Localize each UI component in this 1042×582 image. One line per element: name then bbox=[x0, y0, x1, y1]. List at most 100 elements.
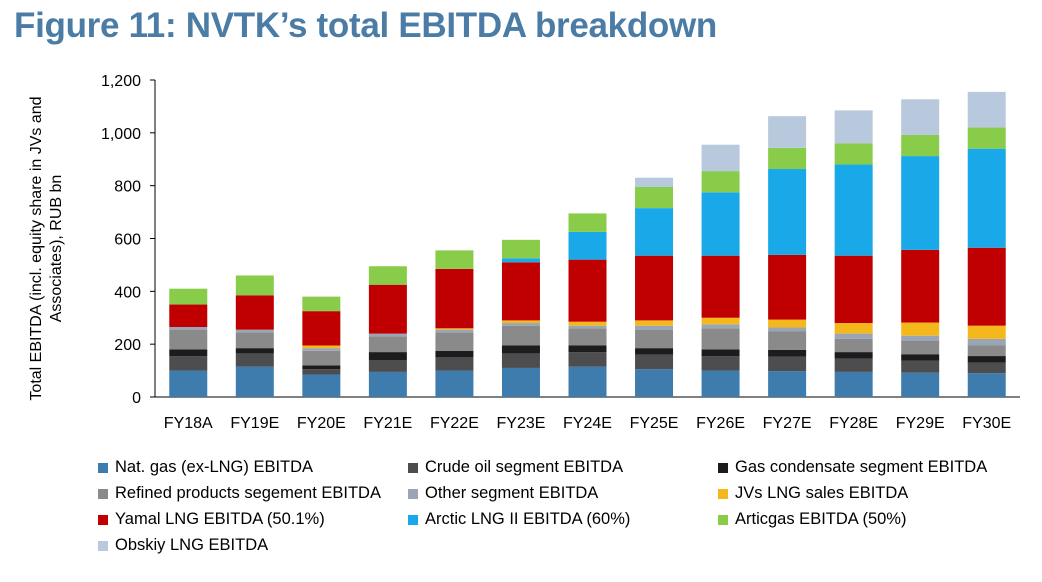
legend-swatch bbox=[98, 540, 108, 551]
bar-segment-5 bbox=[701, 317, 740, 325]
x-tick-label: FY22E bbox=[430, 415, 479, 432]
y-axis-label-line1: Total EBITDA (incl. equity share in JVs … bbox=[28, 96, 45, 400]
legend-label: Gas condensate segment EBITDA bbox=[735, 458, 988, 476]
bar-segment-1 bbox=[435, 357, 474, 371]
bar-segment-7 bbox=[967, 148, 1006, 248]
bar-segment-4 bbox=[701, 324, 740, 329]
bar-segment-3 bbox=[635, 329, 674, 349]
bar-segment-3 bbox=[169, 329, 208, 350]
bar-segment-0 bbox=[235, 366, 274, 397]
legend-label: Other segment EBITDA bbox=[425, 484, 599, 502]
bar-segment-2 bbox=[635, 348, 674, 355]
bar-segment-3 bbox=[235, 332, 274, 349]
bar-stacks bbox=[169, 91, 1006, 397]
bar-segment-9 bbox=[901, 99, 940, 135]
legend-swatch bbox=[718, 462, 728, 473]
bar-segment-3 bbox=[768, 331, 807, 350]
bar-segment-5 bbox=[302, 345, 341, 349]
y-tick-label: 400 bbox=[114, 284, 141, 301]
bar-stack-fy20e bbox=[302, 296, 341, 397]
bar-segment-6 bbox=[701, 255, 740, 318]
bar-segment-6 bbox=[435, 268, 474, 329]
bar-stack-fy22e bbox=[435, 250, 474, 397]
bar-segment-1 bbox=[635, 354, 674, 370]
legend-swatch bbox=[718, 514, 728, 525]
bar-segment-7 bbox=[701, 192, 740, 256]
bar-segment-4 bbox=[302, 348, 341, 351]
bar-segment-1 bbox=[768, 356, 807, 372]
bar-stack-fy28e bbox=[834, 110, 873, 397]
bar-segment-4 bbox=[568, 325, 607, 329]
bar-segment-0 bbox=[368, 371, 407, 397]
bar-segment-5 bbox=[568, 321, 607, 326]
legend-item: Nat. gas (ex-LNG) EBITDA bbox=[98, 458, 313, 477]
bar-segment-0 bbox=[901, 372, 940, 397]
bar-stack-fy29e bbox=[901, 99, 940, 397]
bar-segment-2 bbox=[901, 354, 940, 361]
bar-segment-1 bbox=[501, 353, 540, 368]
bar-segment-6 bbox=[568, 259, 607, 322]
legend-item: JVs LNG sales EBITDA bbox=[718, 484, 908, 503]
legend-item: Articgas EBITDA (50%) bbox=[718, 510, 906, 529]
bar-segment-9 bbox=[834, 110, 873, 144]
bar-segment-8 bbox=[701, 171, 740, 193]
bar-segment-8 bbox=[834, 143, 873, 165]
bar-segment-5 bbox=[635, 320, 674, 326]
legend-swatch bbox=[718, 488, 728, 499]
bar-segment-0 bbox=[302, 374, 341, 397]
bar-segment-8 bbox=[768, 147, 807, 170]
bar-segment-6 bbox=[901, 249, 940, 323]
bar-stack-fy30e bbox=[967, 91, 1006, 397]
bar-segment-1 bbox=[302, 369, 341, 375]
bar-segment-7 bbox=[568, 231, 607, 260]
bar-segment-2 bbox=[169, 349, 208, 357]
legend-item: Crude oil segment EBITDA bbox=[408, 458, 623, 477]
y-tick-label: 200 bbox=[114, 337, 141, 354]
bar-segment-2 bbox=[235, 348, 274, 354]
y-tick-label: 0 bbox=[132, 390, 141, 407]
bar-segment-8 bbox=[967, 127, 1006, 149]
bar-segment-2 bbox=[435, 350, 474, 358]
bar-segment-4 bbox=[501, 323, 540, 326]
legend-label: Refined products segement EBITDA bbox=[115, 484, 381, 502]
bar-segment-3 bbox=[302, 350, 341, 366]
bar-segment-4 bbox=[435, 329, 474, 333]
bar-segment-8 bbox=[302, 296, 341, 312]
bar-segment-7 bbox=[635, 208, 674, 256]
bar-segment-4 bbox=[901, 335, 940, 341]
bar-segment-7 bbox=[768, 169, 807, 255]
bar-segment-4 bbox=[768, 327, 807, 332]
bar-segment-6 bbox=[169, 304, 208, 327]
bar-segment-0 bbox=[701, 370, 740, 397]
bar-segment-6 bbox=[368, 284, 407, 334]
x-tick-label: FY28E bbox=[829, 415, 878, 432]
x-tick-label: FY26E bbox=[696, 415, 745, 432]
bar-segment-8 bbox=[435, 250, 474, 269]
bar-segment-3 bbox=[901, 340, 940, 355]
bar-segment-3 bbox=[435, 332, 474, 351]
x-tick-label: FY27E bbox=[763, 415, 812, 432]
bar-segment-6 bbox=[834, 255, 873, 324]
legend-label: Articgas EBITDA (50%) bbox=[735, 510, 907, 528]
x-tick-label: FY19E bbox=[230, 415, 279, 432]
bar-segment-8 bbox=[901, 134, 940, 157]
bar-segment-6 bbox=[302, 311, 341, 346]
bar-segment-8 bbox=[235, 275, 274, 296]
bar-segment-8 bbox=[501, 239, 540, 259]
legend-item: Arctic LNG II EBITDA (60%) bbox=[408, 510, 630, 529]
bar-segment-5 bbox=[435, 328, 474, 330]
legend-item: Refined products segement EBITDA bbox=[98, 484, 381, 503]
x-tick-label: FY29E bbox=[896, 415, 945, 432]
bar-segment-2 bbox=[768, 349, 807, 357]
bar-stack-fy21e bbox=[368, 266, 407, 397]
bar-segment-8 bbox=[169, 288, 208, 305]
bar-segment-9 bbox=[635, 177, 674, 187]
bar-segment-5 bbox=[967, 325, 1006, 339]
legend-item: Gas condensate segment EBITDA bbox=[718, 458, 987, 477]
x-tick-label: FY30E bbox=[962, 415, 1011, 432]
bar-segment-0 bbox=[768, 371, 807, 397]
bar-segment-4 bbox=[368, 333, 407, 337]
bar-segment-5 bbox=[834, 323, 873, 334]
bar-segment-6 bbox=[501, 262, 540, 321]
